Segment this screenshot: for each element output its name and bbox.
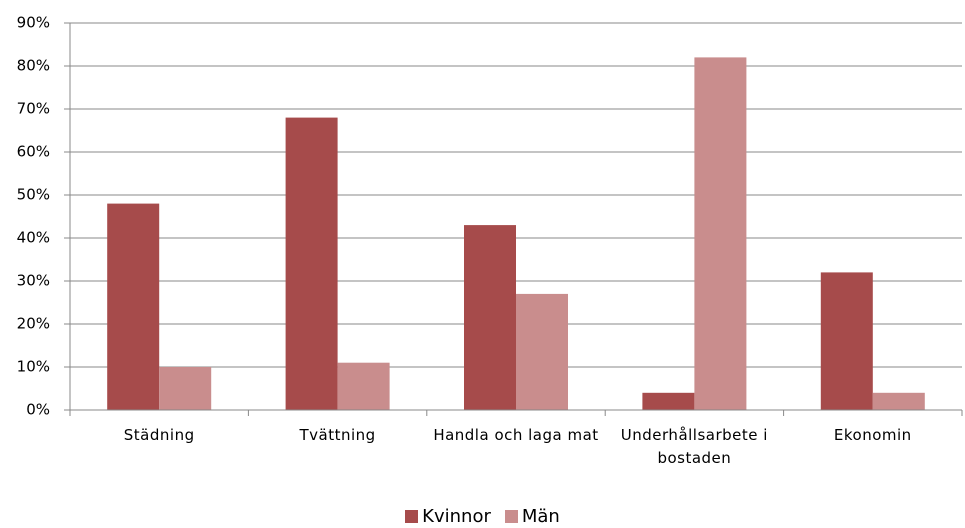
legend: Kvinnor Män [0, 506, 965, 527]
x-tick-label: Tvättning [299, 426, 376, 444]
legend-item: Kvinnor [405, 506, 491, 527]
y-tick-label: 10% [17, 358, 50, 376]
legend-label: Kvinnor [422, 506, 491, 527]
legend-swatch [405, 510, 419, 523]
bar [820, 272, 873, 410]
y-tick-label: 40% [17, 229, 50, 247]
y-tick-label: 60% [17, 143, 50, 161]
bar [516, 293, 568, 410]
y-tick-label: 0% [26, 401, 50, 419]
legend-item: Män [504, 506, 560, 527]
bar [159, 367, 212, 410]
bar [285, 117, 338, 410]
legend-label: Män [521, 506, 560, 527]
bar [337, 362, 390, 410]
x-tick-label: Underhållsarbete i bostaden [620, 426, 768, 467]
y-tick-label: 90% [17, 14, 50, 32]
y-tick-label: 70% [17, 100, 50, 118]
bar [694, 57, 747, 411]
legend-swatch [504, 510, 518, 523]
y-tick-label: 30% [17, 272, 50, 290]
bar [872, 392, 925, 410]
y-tick-label: 50% [17, 186, 50, 204]
y-tick-label: 20% [17, 315, 50, 333]
x-tick-label: Ekonomin [833, 426, 912, 444]
bar [107, 203, 160, 410]
bar [464, 225, 516, 410]
y-tick-label: 80% [17, 57, 50, 75]
x-tick-label: Städning [123, 426, 195, 444]
bar [642, 392, 695, 410]
x-tick-label: Handla och laga mat [433, 426, 599, 444]
